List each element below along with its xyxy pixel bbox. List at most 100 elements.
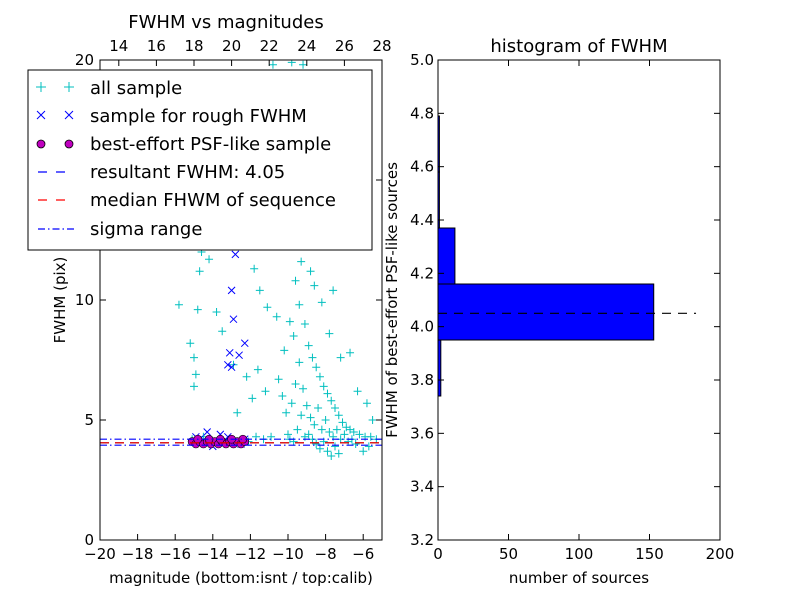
all-sample-point — [317, 298, 326, 307]
all-sample-point — [364, 442, 373, 451]
histogram-panel: 0 50 100 150 200 3.2 3.4 3.6 3.8 4.0 4.2 4.4 4.6 4.8 5… — [383, 36, 734, 587]
scatter-y-tick-label: 20 — [75, 51, 94, 69]
all-sample-point — [278, 392, 287, 400]
all-sample-point — [349, 428, 358, 436]
rough-fwhm-point — [227, 363, 236, 372]
all-sample-point — [323, 447, 332, 456]
histogram-x-tick-label: 0 — [433, 545, 443, 563]
all-sample-point — [332, 425, 341, 434]
all-sample-point — [261, 387, 270, 396]
all-sample-point — [287, 60, 296, 67]
all-sample-point — [340, 430, 349, 439]
all-sample-point — [331, 404, 339, 412]
all-sample-point — [338, 418, 347, 427]
all-sample-point — [284, 430, 292, 439]
rough-fwhm-point — [227, 286, 236, 295]
histogram-x-tick-label: 200 — [706, 545, 735, 563]
all-sample-point — [327, 396, 336, 405]
all-sample-point — [359, 447, 368, 456]
all-sample-point — [314, 404, 323, 412]
legend-entry-sigma: sigma range — [38, 219, 202, 240]
rough-fwhm-point — [240, 339, 249, 348]
all-sample-point — [336, 353, 345, 362]
histogram-bar — [437, 283, 655, 341]
all-sample-point — [293, 425, 302, 434]
all-sample-point — [312, 440, 321, 448]
scatter-top-x-tick-label: 22 — [260, 37, 279, 55]
all-sample-point — [306, 413, 315, 422]
all-sample-point — [334, 411, 343, 420]
rough-fwhm-point — [235, 351, 243, 360]
all-sample-point — [312, 363, 321, 372]
histogram-x-tick-label: 50 — [499, 545, 518, 563]
all-sample-point — [366, 432, 375, 441]
rough-fwhm-point — [229, 315, 238, 324]
all-sample-point — [310, 281, 319, 290]
scatter-top-x-tick-label: 26 — [335, 37, 354, 55]
legend-entry-psf-sample: best-effort PSF-like sample — [36, 134, 331, 155]
scatter-x-tick-label: −18 — [122, 545, 154, 563]
scatter-title: FWHM vs magnitudes — [128, 12, 323, 33]
legend-label-sigma: sigma range — [90, 219, 202, 240]
all-sample-point — [319, 382, 328, 391]
all-sample-point — [323, 389, 332, 398]
all-sample-point — [325, 428, 334, 436]
histogram-x-tick-label: 150 — [635, 545, 664, 563]
all-sample-point — [300, 320, 309, 328]
all-sample-point — [351, 440, 360, 448]
all-sample-point — [285, 317, 294, 326]
all-sample-point — [362, 399, 371, 408]
legend-entry-resultant: resultant FWHM: 4.05 — [38, 162, 285, 183]
scatter-top-x-tick-label: 14 — [109, 37, 128, 55]
all-sample-point — [242, 372, 251, 381]
histogram-bar — [437, 227, 456, 285]
scatter-x-tick-label: −8 — [315, 545, 337, 563]
legend-circle-marker — [64, 139, 74, 149]
scatter-x-axis-label: magnitude (bottom:isnt / top:calib) — [109, 569, 373, 587]
all-sample-point — [191, 370, 200, 379]
rough-fwhm-point — [231, 250, 240, 259]
all-sample-point — [299, 384, 308, 393]
all-sample-point — [190, 353, 198, 362]
all-sample-point — [353, 387, 362, 396]
all-sample-point — [308, 353, 317, 362]
all-sample-point — [315, 444, 324, 453]
all-sample-point — [267, 432, 276, 441]
all-sample-point — [315, 372, 324, 381]
scatter-top-x-tick-label: 24 — [297, 37, 316, 55]
histogram-x-tick-label: 100 — [565, 545, 594, 563]
all-sample-point — [306, 267, 315, 276]
legend-label-all-sample: all sample — [90, 78, 182, 99]
all-sample-point — [291, 276, 300, 285]
all-sample-point — [321, 416, 330, 424]
histogram-y-tick-label: 3.8 — [410, 371, 434, 389]
histogram-ticks: 0 50 100 150 200 3.2 3.4 3.6 3.8 4.0 4.2 4.4 4.6 4.8 5… — [410, 51, 734, 563]
histogram-y-tick-label: 4.6 — [410, 158, 434, 176]
all-sample-point — [331, 442, 339, 451]
histogram-y-tick-label: 4.2 — [410, 264, 434, 282]
all-sample-point — [193, 305, 202, 314]
scatter-legend: all sample sample for rough FWHM best-ef… — [27, 69, 373, 251]
histogram-y-tick-label: 4.4 — [410, 211, 434, 229]
histogram-y-tick-label: 3.6 — [410, 424, 434, 442]
scatter-x-tick-label: −14 — [197, 545, 229, 563]
rough-fwhm-point — [223, 360, 232, 369]
all-sample-point — [295, 358, 304, 367]
rough-fwhm-point — [203, 428, 212, 436]
scatter-x-tick-label: −16 — [159, 545, 191, 563]
legend-circle-marker — [36, 139, 46, 149]
scatter-top-x-tick-label: 18 — [184, 37, 203, 55]
all-sample-point — [253, 365, 262, 374]
all-sample-point — [310, 420, 319, 429]
all-sample-point — [255, 286, 264, 295]
all-sample-point — [190, 382, 198, 391]
scatter-y-tick-label: 0 — [84, 531, 94, 549]
all-sample-point — [325, 329, 334, 338]
all-sample-point — [272, 312, 281, 321]
scatter-y-tick-label: 10 — [75, 291, 94, 309]
all-sample-point — [250, 264, 259, 273]
all-sample-point — [186, 339, 195, 348]
scatter-x-tick-label: −12 — [235, 545, 267, 563]
histogram-y-tick-label: 3.4 — [410, 478, 434, 496]
